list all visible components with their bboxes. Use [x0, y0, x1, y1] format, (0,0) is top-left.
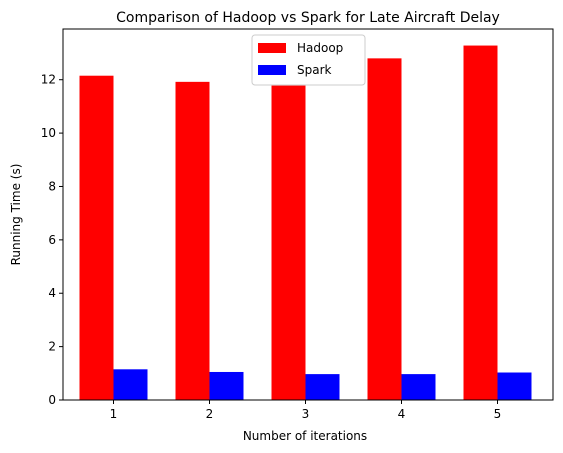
bar-spark-4 [401, 374, 436, 400]
y-tick-label: 0 [48, 393, 56, 407]
x-tick-label: 4 [398, 407, 406, 421]
legend-swatch-hadoop [258, 43, 286, 53]
y-axis-label: Running Time (s) [9, 164, 23, 266]
bar-spark-2 [209, 371, 244, 400]
plot-frame [62, 28, 554, 401]
x-tick-label: 1 [110, 407, 118, 421]
legend-label-hadoop: Hadoop [297, 41, 343, 55]
bar-hadoop-4 [367, 58, 402, 400]
chart-title: Comparison of Hadoop vs Spark for Late A… [116, 10, 500, 26]
legend: Hadoop Spark [251, 34, 366, 86]
x-tick-label: 2 [206, 407, 214, 421]
y-tick-label: 2 [48, 340, 56, 354]
legend-swatch-spark [258, 65, 286, 75]
bar-hadoop-2 [175, 81, 210, 401]
x-axis-label: Number of iterations [243, 429, 367, 443]
bar-spark-1 [113, 369, 148, 400]
bar-spark-5 [497, 372, 532, 400]
bar-hadoop-3 [271, 85, 306, 401]
x-tick-label: 3 [302, 407, 310, 421]
bars [79, 45, 532, 401]
x-axis-ticks: 1 2 3 4 5 [110, 400, 502, 421]
y-tick-label: 12 [41, 73, 56, 87]
legend-label-spark: Spark [297, 63, 332, 77]
bar-hadoop-1 [79, 75, 114, 401]
y-tick-label: 4 [48, 286, 56, 300]
y-axis-ticks: 0 2 4 6 8 10 12 [41, 73, 63, 407]
bar-hadoop-5 [463, 45, 498, 400]
x-tick-label: 5 [494, 407, 502, 421]
y-tick-label: 8 [48, 179, 56, 193]
y-tick-label: 10 [41, 126, 56, 140]
y-tick-label: 6 [48, 233, 56, 247]
bar-spark-3 [305, 374, 340, 400]
